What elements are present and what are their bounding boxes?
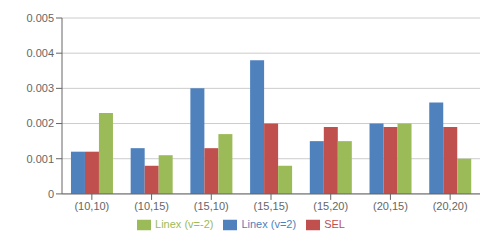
html-text:Linex (v=2): Linex (v=2) — [241, 217, 297, 230]
svg-text:(15,10): (15,10) — [194, 200, 229, 212]
svg-text:(15,15): (15,15) — [254, 200, 289, 212]
html-text:SEL: SEL — [324, 217, 345, 230]
svg-text:(10,10): (10,10) — [74, 200, 109, 212]
svg-text:0.005: 0.005 — [26, 12, 54, 24]
svg-text:0.003: 0.003 — [26, 82, 54, 94]
html-text:Linex (v=-2): Linex (v=-2) — [155, 217, 214, 230]
svg-text:0: 0 — [48, 188, 54, 200]
svg-text:0.001: 0.001 — [26, 153, 54, 165]
svg-text:(20,20): (20,20) — [433, 200, 468, 212]
svg-text:(15,20): (15,20) — [313, 200, 348, 212]
svg-text:(20,15): (20,15) — [373, 200, 408, 212]
svg-text:0.004: 0.004 — [26, 47, 54, 59]
svg-text:0.002: 0.002 — [26, 117, 54, 129]
svg-text:(10,15): (10,15) — [134, 200, 169, 212]
